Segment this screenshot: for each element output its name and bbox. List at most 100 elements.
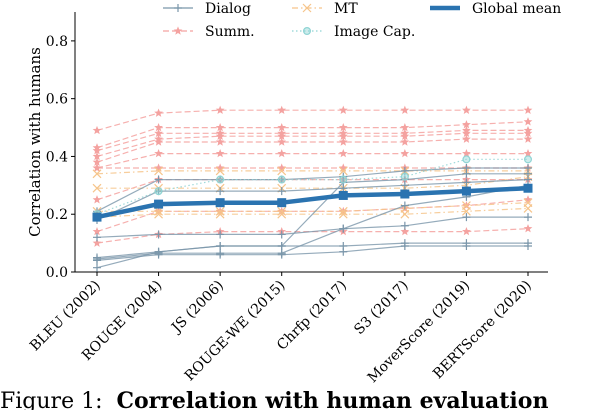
summ-data-point (154, 148, 163, 158)
y-tick-label: 0.4 (46, 149, 68, 165)
summ-data-point (154, 163, 163, 172)
mt-data-point (154, 166, 163, 176)
global-mean-series-line (96, 185, 529, 220)
summ-data-point (462, 226, 471, 236)
y-tick-label: 0.0 (46, 265, 68, 281)
dialog-data-point (524, 239, 532, 248)
legend-image-cap-label: Image Cap. (334, 24, 415, 40)
legend-summ-label: Summ. (205, 24, 255, 40)
global-mean-data-point (523, 183, 533, 193)
summ-data-point (400, 105, 410, 114)
legend-dialog-marker (174, 4, 182, 12)
dialog-data-point (216, 242, 225, 250)
dialog-data-point (462, 213, 471, 222)
summ-data-point (338, 122, 348, 132)
image-cap-data-point (277, 175, 286, 184)
summ-data-point (277, 122, 287, 132)
legend: Dialog Summ. MT Image Cap. Global mean (163, 1, 561, 40)
mt-data-point (154, 209, 163, 219)
global-mean-data-point (400, 189, 410, 199)
summ-data-point (338, 163, 348, 172)
summ-data-point (338, 131, 348, 140)
summ-data-point (462, 128, 471, 138)
dialog-data-point (93, 256, 101, 265)
mt-series-line (96, 170, 528, 175)
summ-data-point (462, 148, 471, 158)
dialog-series-line (96, 173, 528, 259)
summ-data-point (338, 148, 348, 158)
mt-data-point (92, 169, 102, 179)
dialog-data-point (400, 221, 409, 230)
summ-data-point (462, 120, 471, 129)
mt-data-point (338, 209, 348, 219)
summ-data-point (400, 226, 410, 236)
legend-mt-label: MT (334, 1, 358, 17)
dialog-data-point (277, 230, 286, 239)
dialog-data-point (277, 250, 286, 259)
image-cap-data-point (216, 175, 225, 184)
dialog-data-point (216, 230, 225, 239)
summ-data-point (277, 137, 287, 146)
dialog-data-point (154, 247, 163, 256)
summ-data-point (215, 122, 225, 132)
summ-data-point (523, 224, 533, 233)
summ-series-line (96, 129, 528, 152)
dialog-data-point (400, 239, 409, 248)
x-tick-label: ROUGE-WE (2015) (182, 278, 289, 385)
mt-series-line (97, 202, 529, 212)
summ-data-point (462, 105, 471, 114)
summ-data-point (154, 137, 163, 146)
summ-data-point (215, 137, 225, 146)
summ-data-point (277, 163, 287, 172)
legend-dialog-label: Dialog (205, 1, 251, 17)
dialog-series-line (96, 179, 529, 221)
summ-data-point (215, 131, 225, 140)
global-mean-data-point (154, 199, 164, 209)
summ-data-point (523, 134, 533, 143)
dialog-data-point (277, 242, 286, 250)
dialog-series-line (96, 245, 528, 261)
y-axis-label: Correlation with humans (26, 47, 44, 237)
mt-data-point (215, 209, 225, 219)
summ-data-point (215, 148, 225, 158)
x-tick-label: S3 (2017) (351, 278, 411, 338)
summ-data-point (462, 134, 471, 143)
dialog-data-point (462, 178, 471, 187)
summ-data-point (277, 148, 287, 158)
summ-data-point (277, 131, 287, 140)
dialog-data-point (216, 187, 225, 196)
summ-data-point (338, 105, 348, 114)
summ-data-point (400, 131, 410, 140)
image-cap-data-point (523, 155, 532, 164)
summ-data-point (338, 137, 348, 146)
dialog-data-point (277, 187, 286, 196)
legend-image-cap-marker (303, 27, 312, 36)
mt-data-point (400, 209, 410, 219)
x-tick-label: JS (2006) (167, 278, 227, 338)
summ-data-point (92, 163, 102, 172)
x-tick-label: MoverScore (2019) (365, 278, 474, 387)
mt-series-line (97, 176, 529, 189)
y-tick-label: 0.6 (46, 92, 68, 108)
summ-data-point (154, 108, 163, 117)
summ-data-point (92, 125, 102, 135)
dialog-data-point (216, 250, 225, 259)
dialog-data-point (154, 230, 163, 239)
series-lines (92, 105, 533, 272)
summ-series-line (96, 153, 528, 169)
legend-global-mean-label: Global mean (472, 1, 561, 17)
dialog-data-point (524, 169, 532, 178)
summ-data-point (400, 122, 410, 132)
caption-prefix: Figure 1: (0, 389, 103, 410)
dialog-data-point (339, 224, 348, 233)
image-cap-data-point (154, 187, 163, 196)
image-cap-series-line (96, 158, 528, 215)
y-tick-label: 0.2 (46, 207, 68, 223)
mt-data-point (215, 166, 225, 176)
global-mean-data-point (92, 212, 102, 222)
summ-series-line (96, 138, 528, 163)
summ-data-point (154, 122, 163, 132)
summ-data-point (154, 128, 163, 138)
summ-series-line (96, 132, 528, 157)
